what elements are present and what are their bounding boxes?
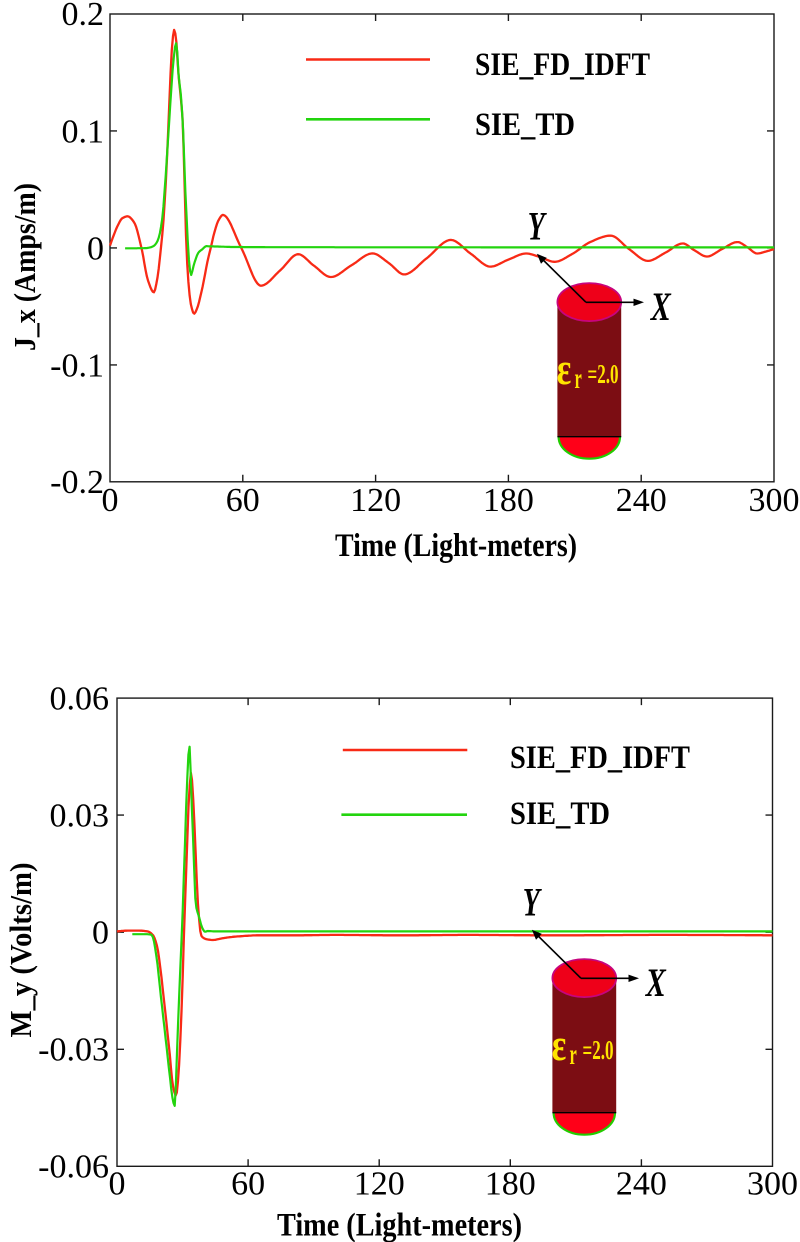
svg-text:Time (Light-meters): Time (Light-meters) bbox=[335, 528, 577, 564]
svg-text:SIE_TD: SIE_TD bbox=[475, 107, 575, 143]
svg-text:-0.06: -0.06 bbox=[38, 1149, 109, 1186]
svg-text:180: 180 bbox=[485, 1165, 536, 1202]
svg-text:120: 120 bbox=[350, 482, 401, 519]
svg-text:0.03: 0.03 bbox=[50, 798, 110, 835]
svg-text:240: 240 bbox=[616, 1165, 667, 1202]
svg-text:X: X bbox=[649, 284, 671, 329]
svg-text:-0.2: -0.2 bbox=[50, 464, 104, 501]
svg-text:Time (Light-meters): Time (Light-meters) bbox=[277, 1207, 522, 1242]
svg-text:120: 120 bbox=[354, 1165, 405, 1202]
svg-text:300: 300 bbox=[747, 1165, 798, 1202]
svg-text:0.06: 0.06 bbox=[50, 681, 110, 718]
svg-text:-0.03: -0.03 bbox=[38, 1032, 109, 1069]
svg-text:M_y (Volts/m): M_y (Volts/m) bbox=[3, 863, 38, 1038]
svg-text:SIE_TD: SIE_TD bbox=[510, 796, 610, 832]
svg-text:SIE_FD_IDFT: SIE_FD_IDFT bbox=[475, 47, 650, 83]
svg-text:60: 60 bbox=[226, 482, 260, 519]
svg-text:0: 0 bbox=[92, 915, 109, 952]
svg-text:=2.0: =2.0 bbox=[588, 358, 619, 389]
svg-text:0: 0 bbox=[102, 482, 119, 519]
svg-text:60: 60 bbox=[231, 1165, 265, 1202]
svg-text:J_x (Amps/m): J_x (Amps/m) bbox=[7, 183, 42, 351]
svg-text:300: 300 bbox=[749, 482, 800, 519]
svg-text:ε: ε bbox=[557, 343, 572, 394]
svg-text:0: 0 bbox=[87, 230, 104, 267]
svg-text:0: 0 bbox=[109, 1165, 126, 1202]
svg-text:SIE_FD_IDFT: SIE_FD_IDFT bbox=[510, 740, 690, 776]
svg-text:0.1: 0.1 bbox=[62, 113, 105, 150]
svg-text:0.2: 0.2 bbox=[62, 0, 105, 33]
svg-text:-0.1: -0.1 bbox=[50, 347, 104, 384]
svg-text:Y: Y bbox=[528, 203, 547, 248]
svg-text:180: 180 bbox=[483, 482, 534, 519]
svg-text:r: r bbox=[575, 362, 582, 395]
svg-text:240: 240 bbox=[616, 482, 667, 519]
